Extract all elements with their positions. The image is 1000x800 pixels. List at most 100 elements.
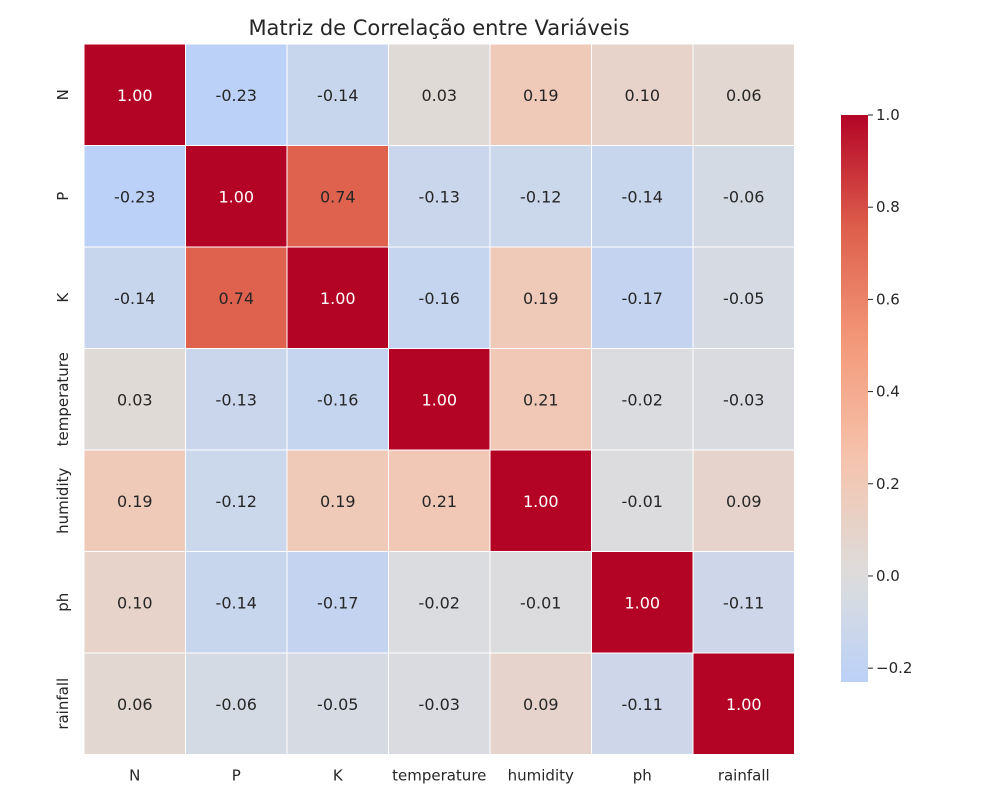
cell-value-label: 0.06 bbox=[726, 86, 762, 105]
heatmap-cells bbox=[83, 43, 795, 755]
cell-value-label: 1.00 bbox=[624, 593, 660, 612]
colorbar-tick-label: 0.4 bbox=[876, 383, 900, 401]
cell-value-label: -0.11 bbox=[622, 695, 663, 714]
heatmap-cell bbox=[591, 145, 694, 248]
heatmap-cell bbox=[489, 652, 592, 755]
x-tick-label: rainfall bbox=[718, 767, 770, 785]
y-tick-label: rainfall bbox=[54, 678, 72, 730]
heatmap-cell bbox=[286, 43, 389, 146]
cell-value-label: -0.02 bbox=[419, 593, 460, 612]
cell-value-label: 1.00 bbox=[117, 86, 153, 105]
cell-value-label: 0.03 bbox=[117, 390, 153, 409]
cell-value-label: 0.06 bbox=[117, 695, 153, 714]
colorbar-ticks: 1.0 0.8 0.6 0.4 0.2 0.0 −0.2 bbox=[868, 106, 912, 677]
heatmap-cell bbox=[286, 551, 389, 654]
heatmap-cell bbox=[185, 43, 288, 146]
cell-value-label: 0.09 bbox=[726, 492, 762, 511]
cell-value-label: 1.00 bbox=[320, 289, 356, 308]
heatmap-cell bbox=[185, 246, 288, 349]
heatmap-cell bbox=[286, 652, 389, 755]
heatmap-cell-labels: 1.00 -0.23 -0.14 0.03 0.19 0.10 0.06 -0.23 1.00 0… bbox=[114, 86, 764, 714]
heatmap-cell bbox=[489, 246, 592, 349]
heatmap-cell bbox=[692, 652, 795, 755]
y-tick-label: temperature bbox=[54, 352, 72, 446]
cell-value-label: 0.10 bbox=[624, 86, 660, 105]
cell-value-label: -0.16 bbox=[419, 289, 460, 308]
cell-value-label: -0.17 bbox=[317, 593, 358, 612]
heatmap-cell bbox=[692, 246, 795, 349]
heatmap-cell bbox=[692, 449, 795, 552]
cell-value-label: -0.23 bbox=[216, 86, 257, 105]
colorbar bbox=[841, 115, 868, 682]
heatmap-cell bbox=[489, 43, 592, 146]
chart-title: Matriz de Correlação entre Variáveis bbox=[248, 16, 629, 40]
x-tick-label: N bbox=[129, 767, 140, 785]
heatmap-cell bbox=[185, 551, 288, 654]
cell-value-label: 0.19 bbox=[320, 492, 356, 511]
heatmap-cell bbox=[692, 348, 795, 451]
x-tick-label: P bbox=[232, 767, 241, 785]
cell-value-label: 0.74 bbox=[218, 289, 254, 308]
heatmap-cell bbox=[83, 449, 186, 552]
heatmap-cell bbox=[286, 449, 389, 552]
cell-value-label: -0.06 bbox=[723, 187, 764, 206]
heatmap-cell bbox=[83, 145, 186, 248]
cell-value-label: -0.05 bbox=[317, 695, 358, 714]
heatmap-cell bbox=[388, 652, 491, 755]
colorbar-tick-label: 0.6 bbox=[876, 290, 900, 308]
cell-value-label: 1.00 bbox=[726, 695, 762, 714]
cell-value-label: -0.01 bbox=[622, 492, 663, 511]
heatmap-cell bbox=[591, 348, 694, 451]
heatmap-cell bbox=[591, 43, 694, 146]
colorbar-tick-label: −0.2 bbox=[876, 659, 912, 677]
cell-value-label: -0.05 bbox=[723, 289, 764, 308]
heatmap-cell bbox=[692, 145, 795, 248]
cell-value-label: 0.21 bbox=[421, 492, 457, 511]
heatmap-cell bbox=[591, 652, 694, 755]
x-tick-label: humidity bbox=[508, 767, 574, 785]
cell-value-label: 0.10 bbox=[117, 593, 153, 612]
cell-value-label: -0.16 bbox=[317, 390, 358, 409]
colorbar-tick-label: 0.0 bbox=[876, 567, 900, 585]
cell-value-label: -0.14 bbox=[622, 187, 663, 206]
cell-value-label: -0.12 bbox=[216, 492, 257, 511]
cell-value-label: -0.13 bbox=[419, 187, 460, 206]
heatmap-cell bbox=[591, 246, 694, 349]
cell-value-label: 1.00 bbox=[218, 187, 254, 206]
heatmap-cell bbox=[83, 246, 186, 349]
cell-value-label: 0.19 bbox=[523, 289, 559, 308]
heatmap-cell bbox=[286, 246, 389, 349]
y-tick-label: K bbox=[54, 292, 72, 303]
cell-value-label: -0.14 bbox=[114, 289, 155, 308]
cell-value-label: 0.03 bbox=[421, 86, 457, 105]
heatmap-cell bbox=[185, 348, 288, 451]
colorbar-tick-label: 1.0 bbox=[876, 106, 900, 124]
cell-value-label: -0.06 bbox=[216, 695, 257, 714]
cell-value-label: -0.13 bbox=[216, 390, 257, 409]
cell-value-label: -0.12 bbox=[520, 187, 561, 206]
cell-value-label: 0.19 bbox=[117, 492, 153, 511]
heatmap-cell bbox=[388, 43, 491, 146]
cell-value-label: -0.03 bbox=[419, 695, 460, 714]
heatmap-cell bbox=[83, 551, 186, 654]
colorbar-tick-label: 0.2 bbox=[876, 475, 900, 493]
cell-value-label: -0.14 bbox=[317, 86, 358, 105]
cell-value-label: -0.11 bbox=[723, 593, 764, 612]
cell-value-label: 0.74 bbox=[320, 187, 356, 206]
heatmap-cell bbox=[692, 551, 795, 654]
y-tick-label: ph bbox=[54, 593, 72, 612]
cell-value-label: 0.09 bbox=[523, 695, 559, 714]
cell-value-label: -0.01 bbox=[520, 593, 561, 612]
heatmap-cell bbox=[388, 246, 491, 349]
heatmap-cell bbox=[388, 551, 491, 654]
cell-value-label: -0.14 bbox=[216, 593, 257, 612]
cell-value-label: -0.02 bbox=[622, 390, 663, 409]
heatmap-cell bbox=[286, 145, 389, 248]
x-tick-label: temperature bbox=[392, 767, 486, 785]
cell-value-label: -0.17 bbox=[622, 289, 663, 308]
cell-value-label: -0.03 bbox=[723, 390, 764, 409]
heatmap-cell bbox=[83, 43, 186, 146]
